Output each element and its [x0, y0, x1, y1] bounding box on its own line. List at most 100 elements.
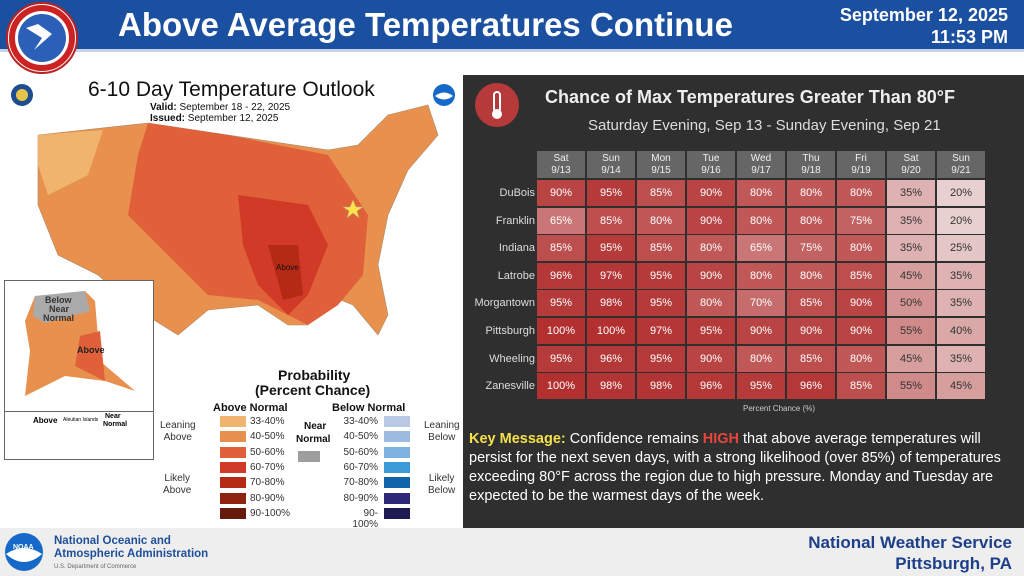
- table-cell: 75%: [837, 207, 885, 234]
- table-cell: 95%: [587, 180, 635, 206]
- table-cell: 98%: [587, 373, 635, 400]
- table-cell: 45%: [887, 345, 935, 372]
- table-cell: 85%: [537, 235, 585, 262]
- noaa-name-2: Atmospheric Administration: [54, 548, 209, 560]
- table-cell: 50%: [887, 290, 935, 317]
- table-cell: 35%: [887, 180, 935, 206]
- table-cell: 80%: [737, 180, 785, 206]
- below-swatch: [384, 446, 410, 458]
- thermometer-icon: [475, 83, 519, 127]
- table-cell: 85%: [637, 235, 685, 262]
- column-header: Mon 9/15: [637, 151, 685, 178]
- table-cell: 20%: [937, 207, 985, 234]
- footer: NOAA National Oceanic and Atmospheric Adm…: [0, 528, 1024, 576]
- below-range: 50-60%: [343, 446, 378, 458]
- table-cell: 85%: [837, 262, 885, 289]
- table-cell: 95%: [537, 345, 585, 372]
- below-swatch: [384, 461, 410, 473]
- leaning-above-label: Leaning: [160, 420, 196, 431]
- table-cell: 90%: [737, 318, 785, 344]
- column-header: Sun 9/21: [937, 151, 985, 178]
- alaska-inset: Below Near Normal Above Above Aleutian I…: [4, 280, 154, 460]
- table-cell: 97%: [637, 318, 685, 344]
- column-header: Thu 9/18: [787, 151, 835, 178]
- likely-above-label-2: Above: [163, 485, 192, 496]
- table-cell: 90%: [837, 318, 885, 344]
- axis-caption: Percent Chance (%): [743, 404, 816, 413]
- table-cell: 80%: [687, 290, 735, 317]
- below-range: 33-40%: [343, 416, 378, 427]
- aleut-label-above: Above: [33, 416, 58, 425]
- column-header: Sat 9/13: [537, 151, 585, 178]
- table-cell: 90%: [837, 290, 885, 317]
- table-cell: 85%: [637, 180, 685, 206]
- above-range: 50-60%: [250, 446, 285, 458]
- above-range: 60-70%: [250, 461, 285, 473]
- above-range: 33-40%: [250, 416, 285, 427]
- table-cell: 25%: [937, 235, 985, 262]
- table-cell: 90%: [687, 207, 735, 234]
- below-range: 40-50%: [343, 431, 378, 443]
- table-cell: 80%: [787, 180, 835, 206]
- table-cell: 80%: [737, 262, 785, 289]
- table-cell: 80%: [837, 345, 885, 372]
- table-cell: 80%: [787, 207, 835, 234]
- aleutian-label: Aleutian Islands: [63, 417, 99, 423]
- timestamp: September 12, 2025 11:53 PM: [840, 4, 1008, 48]
- below-swatch: [384, 431, 410, 443]
- table-cell: 80%: [837, 180, 885, 206]
- table-cell: 80%: [787, 262, 835, 289]
- table-cell: 70%: [737, 290, 785, 317]
- below-swatch: [384, 477, 410, 489]
- leaning-below-label-2: Below: [428, 432, 456, 443]
- table-cell: 95%: [637, 345, 685, 372]
- forecast-panel: Chance of Max Temperatures Greater Than …: [463, 75, 1024, 528]
- noaa-icon: [433, 84, 455, 106]
- aleut-label-near: Near: [105, 413, 121, 420]
- outlook-title: 6-10 Day Temperature Outlook: [88, 78, 375, 101]
- table-cell: 40%: [937, 318, 985, 344]
- above-swatch: [220, 507, 246, 519]
- below-normal-header: Below Normal: [332, 402, 406, 414]
- row-label: Latrobe: [497, 269, 535, 282]
- table-cell: 90%: [687, 180, 735, 206]
- legend-subtitle: (Percent Chance): [255, 382, 371, 398]
- table-cell: 98%: [637, 373, 685, 400]
- normal-label: Normal: [296, 434, 331, 445]
- table-cell: 95%: [587, 235, 635, 262]
- table-cell: 100%: [587, 318, 635, 344]
- ak-label-below: Below: [45, 295, 73, 305]
- row-label: Indiana: [498, 242, 535, 255]
- likely-above-label: Likely: [164, 473, 190, 484]
- table-cell: 95%: [737, 373, 785, 400]
- above-swatch: [220, 416, 246, 427]
- likely-below-label: Likely: [428, 473, 455, 484]
- above-swatch: [220, 492, 246, 504]
- below-range: 70-80%: [343, 477, 378, 489]
- svg-text:NOAA: NOAA: [13, 544, 34, 551]
- table-cell: 95%: [687, 318, 735, 344]
- table-cell: 96%: [787, 373, 835, 400]
- table-cell: 95%: [537, 290, 585, 317]
- nws-logo: [6, 2, 78, 74]
- table-cell: 95%: [637, 262, 685, 289]
- below-swatch: [384, 492, 410, 504]
- above-range: 70-80%: [250, 477, 285, 489]
- noaa-logo: NOAA: [5, 533, 43, 571]
- leaning-below-label: Leaning: [424, 420, 460, 431]
- below-range: 80-90%: [343, 492, 378, 504]
- above-range: 80-90%: [250, 492, 285, 504]
- table-cell: 90%: [787, 318, 835, 344]
- above-swatch: [220, 431, 246, 443]
- table-cell: 85%: [837, 373, 885, 400]
- doc-seal-icon: [11, 84, 33, 106]
- ak-label-near: Near: [49, 304, 70, 314]
- key-message-label: Key Message:: [469, 431, 566, 447]
- below-swatch: [384, 416, 410, 427]
- table-cell: 20%: [937, 180, 985, 206]
- table-cell: 96%: [687, 373, 735, 400]
- key-text-1: Confidence remains: [565, 431, 703, 447]
- table-cell: 75%: [787, 235, 835, 262]
- time: 11:53 PM: [930, 27, 1008, 47]
- table-cell: 45%: [887, 262, 935, 289]
